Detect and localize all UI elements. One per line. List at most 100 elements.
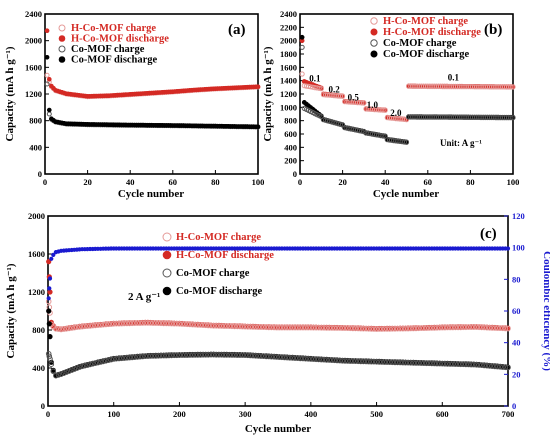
panel-c-point	[100, 358, 106, 365]
panel-c-point	[460, 361, 467, 368]
panel-c-point	[363, 325, 369, 332]
panel-c-point	[305, 356, 312, 362]
panel-c-point	[171, 320, 177, 327]
panel-c-point	[371, 326, 377, 332]
panel-c-point	[187, 321, 193, 328]
panel-c-point	[476, 362, 482, 368]
panel-c-point	[129, 354, 135, 361]
panel-c-point	[334, 357, 340, 364]
panel-b: 0200400600800100012001400160018002000220…	[262, 9, 519, 200]
panel-c-point	[381, 359, 388, 365]
panel-c-point	[47, 356, 53, 362]
panel-c-point	[281, 354, 288, 361]
panel-c-point	[205, 322, 212, 329]
panel-c-point	[402, 325, 409, 332]
panel-b-ytick-label: 400	[284, 142, 297, 152]
panel-c-point	[192, 321, 198, 328]
panel-b-point	[508, 115, 514, 121]
panel-b-legend-marker	[370, 39, 378, 47]
panel-c-point	[150, 353, 156, 359]
panel-c-point	[410, 360, 417, 366]
panel-c-point	[384, 326, 390, 332]
panel-c-point	[202, 322, 209, 329]
panel-b-legend-marker	[370, 28, 378, 36]
panel-c-point	[423, 325, 430, 331]
panel-c-point	[61, 370, 67, 377]
panel-c-point	[216, 352, 222, 358]
panel-c-point	[176, 352, 183, 359]
panel-c-point	[376, 326, 383, 332]
panel-c-point	[297, 324, 304, 331]
panel-c-point	[473, 362, 480, 368]
panel-b-point	[337, 93, 344, 99]
panel-c-point	[344, 325, 351, 332]
panel-a-legend-label: Co-MOF charge	[71, 44, 145, 55]
panel-c-point	[266, 353, 272, 360]
panel-c-point	[302, 355, 309, 362]
panel-a-xtick-label: 60	[169, 177, 178, 187]
panel-b-ylabel: Capacity (mA h g⁻¹)	[262, 46, 274, 141]
panel-c-point	[492, 363, 498, 370]
panel-c-point	[147, 353, 154, 359]
panel-c-point	[116, 320, 122, 327]
panel-c-efficiency-point	[49, 256, 54, 261]
panel-c-point	[87, 323, 93, 329]
panel-c-point	[465, 324, 472, 331]
panel-c-point	[92, 360, 99, 367]
panel-c-point	[110, 356, 117, 362]
panel-c-ytick-label: 2000	[28, 211, 45, 221]
panel-c-point	[358, 358, 364, 365]
panel-c-point	[423, 360, 430, 367]
panel-c-point	[150, 320, 156, 326]
panel-c-point	[308, 324, 314, 331]
panel-c-point	[300, 324, 306, 331]
panel-c-point	[179, 352, 185, 358]
panel-c-point	[247, 352, 254, 359]
panel-a-ytick-label: 800	[29, 116, 42, 126]
panel-c-point	[489, 325, 496, 331]
panel-c-point	[226, 352, 233, 358]
panel-c-point	[76, 324, 83, 330]
panel-b-point	[403, 139, 410, 145]
panel-a-ytick-label: 2000	[25, 36, 42, 46]
panel-c-point	[273, 354, 280, 360]
panel-c-point	[297, 355, 304, 362]
panel-c-point	[352, 358, 359, 365]
panel-c-point	[389, 359, 396, 366]
panel-c-point	[158, 352, 164, 359]
panel-c-point	[121, 355, 127, 361]
panel-c-point	[95, 322, 101, 329]
panel-c-point	[389, 326, 396, 332]
panel-c-point	[163, 352, 170, 359]
panel-b-xtick-label: 0	[298, 177, 302, 187]
panel-c-point	[234, 323, 241, 330]
panel-c-point	[329, 325, 335, 331]
panel-c-point	[179, 321, 185, 327]
panel-c-point	[168, 352, 175, 359]
panel-c-point	[368, 358, 375, 365]
panel-c-point	[478, 324, 485, 331]
panel-c-ytick-label: 800	[32, 325, 45, 335]
panel-a-ytick-label: 2400	[25, 9, 42, 19]
panel-c-point	[447, 324, 454, 331]
panel-c-point	[429, 360, 435, 367]
panel-c-point	[223, 352, 230, 358]
panel-c-point	[174, 320, 180, 327]
panel-c-point	[294, 355, 301, 362]
panel-c-point	[252, 324, 259, 330]
panel-c-point	[468, 324, 475, 331]
panel-c-point	[426, 325, 432, 331]
panel-c-point	[108, 321, 114, 327]
panel-c-point	[410, 325, 417, 332]
panel-c-point	[473, 324, 480, 331]
panel-b-xtick-label: 40	[381, 177, 390, 187]
panel-c-point	[502, 364, 509, 371]
panel-c-point	[436, 324, 443, 331]
panel-b-legend-label: Co-MOF charge	[383, 38, 457, 49]
panel-c-point	[460, 324, 467, 331]
panel-c-point	[239, 352, 246, 358]
panel-c-point	[344, 358, 351, 364]
panel-c-point	[50, 368, 57, 375]
panel-c-point	[318, 356, 325, 363]
panel-c-point	[386, 359, 393, 366]
